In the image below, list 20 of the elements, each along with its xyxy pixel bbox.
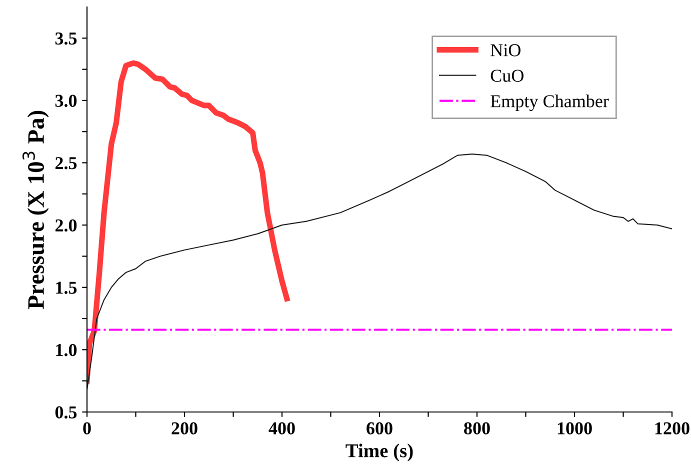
line-series [87,153,672,390]
x-tick-label: 200 [172,422,198,434]
y-axis-title: Pressure (X 10$^{3}$ Pa) [22,110,49,309]
y-tick-label: 3.5 [55,32,77,45]
legend-label: CuO [490,70,524,82]
y-tick-label: 1.0 [56,344,77,356]
x-tick-label: 0 [83,422,91,434]
x-tick-label: 400 [268,422,295,434]
y-tick-label: 0.5 [55,406,77,419]
x-tick-label: 600 [366,422,392,434]
x-tick-label: 1200 [655,422,690,434]
y-tick-label: 3.0 [55,94,77,107]
y-tick-label: 1.5 [56,282,77,294]
x-axis-title: Time (s) [346,444,413,462]
legend-label: Empty Chamber [490,94,609,112]
legend-label: NiO [490,44,520,56]
y-tick-label: 2.0 [55,219,77,232]
x-tick-label: 1000 [558,422,592,434]
x-tick-label: 800 [464,422,490,434]
y-tick-label: 2.5 [55,157,77,170]
